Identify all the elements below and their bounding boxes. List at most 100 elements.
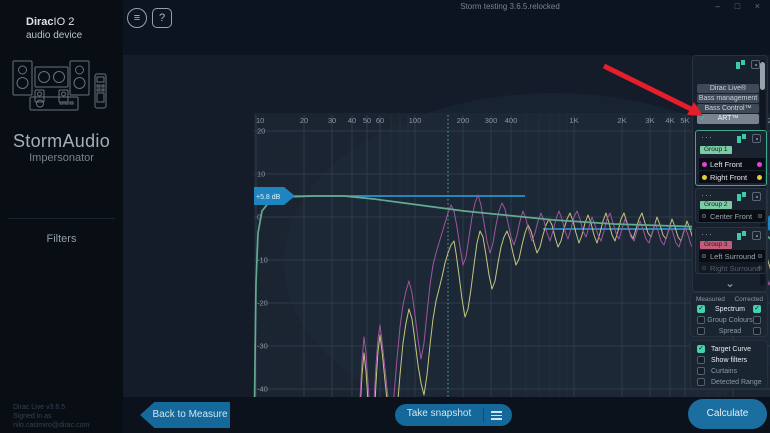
checkbox-detected-range[interactable] [697, 378, 705, 386]
svg-text:10: 10 [256, 116, 264, 125]
svg-text:-20: -20 [257, 299, 268, 308]
window-title: Storm testing 3.6.5.relocked [460, 2, 560, 11]
solution-bassmanagement[interactable]: Bass management [697, 94, 759, 103]
channel-hollow-dot [702, 213, 706, 218]
help-icon[interactable]: ? [152, 8, 172, 28]
channel-name: Right Front [710, 172, 748, 182]
channel-hollow-dot [702, 253, 706, 258]
checkbox-measured-spectrum[interactable]: ✓ [697, 305, 705, 313]
group-card-2: ··· Group 2 Center Front [695, 188, 767, 223]
checkbox-corrected-spectrum[interactable]: ✓ [753, 305, 761, 313]
chevron-down-icon[interactable]: ⌄ [724, 276, 736, 290]
settings-icon[interactable] [751, 60, 760, 69]
svg-text:5K: 5K [680, 116, 689, 125]
channel-hollow-dot [758, 253, 762, 258]
group-menu-icon[interactable]: ··· [701, 132, 713, 142]
channel-row[interactable]: Left Surround [699, 250, 765, 262]
frequency-response-chart[interactable]: 0+5.8 dB-1.8 dB1020304050601002003004001… [253, 93, 770, 433]
brand-sub: audio device [26, 30, 83, 41]
top-bar: Storm testing 3.6.5.relocked – □ × [123, 0, 770, 55]
channel-color-dot [702, 174, 707, 180]
settings-icon[interactable] [752, 192, 761, 201]
speaker-system-illustration [12, 60, 107, 111]
option-label: Spectrum [715, 306, 745, 313]
checkbox-corrected-spread[interactable] [753, 327, 761, 335]
measured-header: Measured [696, 296, 725, 303]
svg-text:2K: 2K [617, 116, 626, 125]
group-badge: Group 3 [700, 241, 732, 249]
solution-basscontrol[interactable]: Bass Control™ [697, 104, 759, 113]
checkbox-measured-group-colours[interactable] [697, 316, 705, 324]
spectrum-options-card: Measured Corrected ✓ Spectrum ✓ Group Colours… [690, 292, 768, 337]
option-label: Detected Range [711, 379, 762, 386]
checkbox-show-filters[interactable] [697, 356, 705, 364]
speakers-icon[interactable] [737, 231, 747, 241]
scrollbar-thumb[interactable] [760, 62, 765, 90]
svg-text:30: 30 [328, 116, 336, 125]
snapshot-history-icon[interactable] [491, 411, 503, 420]
signed-in-text: Signed in as nilo.casimiro@dirac.com [13, 413, 90, 429]
channel-name: Left Surround [710, 251, 756, 261]
speakers-icon[interactable] [736, 60, 746, 70]
chart-area: 0+5.8 dB-1.8 dB1020304050601002003004001… [123, 55, 770, 433]
speakers-icon[interactable] [737, 134, 747, 144]
svg-text:10: 10 [257, 170, 265, 179]
svg-text:60: 60 [376, 116, 384, 125]
chart-canvas[interactable]: 0+5.8 dB-1.8 dB1020304050601002003004001… [253, 93, 770, 433]
footer-bar: Back to Measure Take snapshot Calculate [123, 397, 770, 433]
group-badge: Group 2 [700, 201, 732, 209]
sidebar-divider [8, 218, 115, 219]
checkbox-corrected-group-colours[interactable] [753, 316, 761, 324]
channel-name: Right Surround [710, 263, 761, 273]
channel-name: Left Front [710, 159, 743, 169]
svg-text:1K: 1K [569, 116, 578, 125]
option-label: Group Colours [707, 317, 753, 324]
speakers-icon[interactable] [737, 192, 747, 202]
check-icon: ✓ [700, 115, 706, 122]
svg-text:3K: 3K [645, 116, 654, 125]
channel-name: Center Front [710, 211, 753, 221]
version-text: Dirac Live v3.6.5 [13, 404, 66, 411]
group-card-3: ··· Group 3 Left Surround Right Surround [695, 227, 767, 274]
button-divider [483, 408, 484, 422]
group-badge: Group 1 [700, 146, 732, 154]
solution-diraclive[interactable]: Dirac Live® [697, 84, 759, 93]
corrected-header: Corrected [734, 296, 763, 303]
settings-icon[interactable] [752, 231, 761, 240]
menu-icon[interactable]: ≡ [127, 8, 147, 28]
calculate-button[interactable]: Calculate [688, 399, 767, 429]
display-options-card: ✓ Target Curve Show filters Curtains Detecte… [690, 340, 768, 389]
back-to-measure-button[interactable]: Back to Measure [140, 402, 230, 428]
product-model: Impersonator [29, 152, 94, 164]
channel-hollow-dot [758, 265, 762, 270]
svg-text:+5.8 dB: +5.8 dB [256, 194, 281, 201]
device-brand: DiracIO 2 audio device [26, 16, 82, 42]
channel-color-dot [757, 174, 762, 180]
settings-icon[interactable] [752, 134, 761, 143]
sidebar-item-filters[interactable]: Filters [46, 233, 77, 245]
checkbox-measured-spread[interactable] [697, 327, 705, 335]
group-menu-icon[interactable]: ··· [701, 190, 713, 200]
window-controls[interactable]: – □ × [715, 1, 766, 11]
option-label: Target Curve [711, 346, 752, 353]
channel-row[interactable]: Left Front [699, 158, 765, 170]
sidebar: DiracIO 2 audio device StormAudio Impers… [0, 0, 123, 433]
svg-text:20K: 20K [768, 116, 770, 125]
group-menu-icon[interactable]: ··· [701, 229, 713, 239]
take-snapshot-button[interactable]: Take snapshot [395, 404, 512, 426]
checkbox-target-curve[interactable]: ✓ [697, 345, 705, 353]
channel-color-dot [757, 161, 762, 167]
target-handle-left [254, 187, 295, 205]
svg-text:200: 200 [457, 116, 470, 125]
svg-text:40: 40 [348, 116, 356, 125]
svg-text:300: 300 [485, 116, 498, 125]
solution-art[interactable]: ART™ ✓ [697, 114, 759, 124]
take-snapshot-label: Take snapshot [406, 408, 472, 419]
channel-row[interactable]: Right Front [699, 171, 765, 183]
channel-row[interactable]: Right Surround [699, 262, 765, 273]
checkbox-curtains[interactable] [697, 367, 705, 375]
channel-row[interactable]: Center Front [699, 210, 765, 222]
svg-text:4K: 4K [665, 116, 674, 125]
